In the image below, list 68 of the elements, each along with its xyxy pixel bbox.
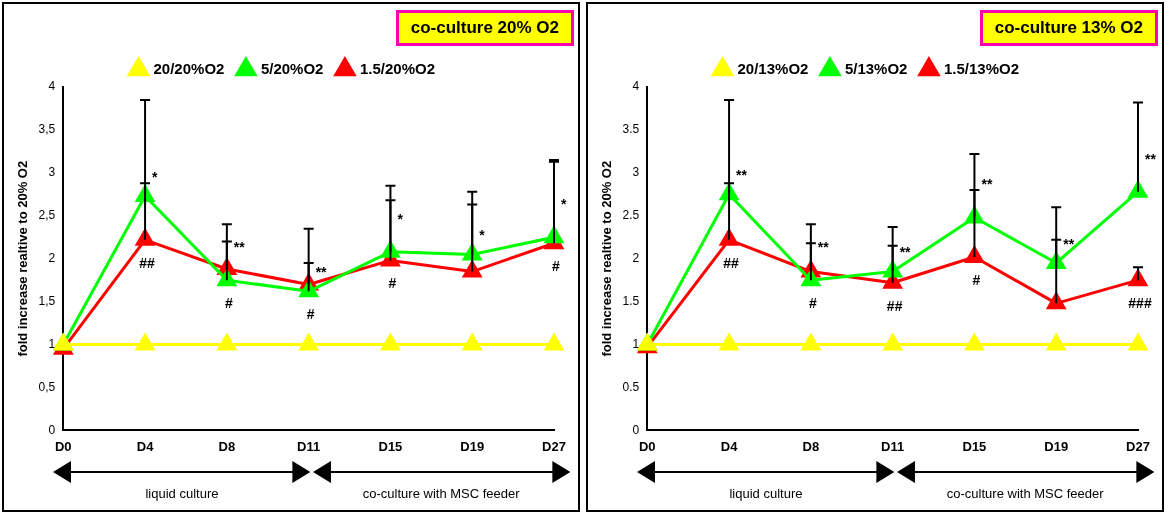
x-tick-label: D8 bbox=[218, 438, 236, 454]
data-label: # bbox=[388, 275, 397, 292]
text: co-culture with MSC feeder bbox=[946, 486, 1104, 501]
y-tick-label: 2.5 bbox=[622, 208, 640, 223]
legend-label: 1.5/20%O2 bbox=[359, 59, 435, 77]
y-axis-title: fold increase realtive to 20% O2 bbox=[599, 160, 615, 357]
x-tick-label: D19 bbox=[1044, 438, 1069, 454]
data-label: ### bbox=[1128, 295, 1152, 312]
legend-label: 20/20%O2 bbox=[153, 59, 225, 77]
data-label: * bbox=[397, 210, 404, 227]
y-tick-label: 3 bbox=[48, 165, 56, 180]
y-tick-label: 0 bbox=[632, 422, 640, 437]
x-tick-label: D19 bbox=[460, 438, 485, 454]
x-tick-label: D11 bbox=[297, 438, 321, 454]
data-label: # bbox=[552, 258, 561, 275]
data-label: # bbox=[808, 295, 817, 312]
x-tick-label: D8 bbox=[802, 438, 820, 454]
y-axis-title: fold increase realtive to 20% O2 bbox=[15, 160, 31, 357]
x-tick-label: D4 bbox=[720, 438, 739, 454]
y-tick-label: 1 bbox=[632, 336, 640, 351]
legend-label: 5/13%O2 bbox=[844, 59, 908, 77]
legend-label: 20/13%O2 bbox=[737, 59, 809, 77]
x-tick-label: D11 bbox=[881, 438, 905, 454]
data-label: # bbox=[972, 271, 981, 288]
y-tick-label: 2 bbox=[48, 251, 56, 266]
y-tick-label: 3.5 bbox=[622, 122, 640, 137]
y-tick-label: 3,5 bbox=[38, 122, 56, 137]
data-label: * bbox=[152, 168, 159, 185]
y-tick-label: 4 bbox=[48, 79, 56, 94]
y-tick-label: 0 bbox=[48, 422, 56, 437]
y-tick-label: 4 bbox=[632, 79, 640, 94]
y-tick-label: 1,5 bbox=[38, 293, 56, 308]
data-label: ** bbox=[817, 239, 830, 256]
data-label: * bbox=[561, 196, 567, 213]
data-label: ** bbox=[233, 239, 246, 256]
data-label: * bbox=[479, 227, 486, 244]
data-label: ** bbox=[736, 167, 748, 184]
y-tick-label: 2,5 bbox=[38, 208, 56, 223]
data-label: ** bbox=[1063, 235, 1075, 252]
x-tick-label: D0 bbox=[54, 438, 72, 454]
x-tick-label: D27 bbox=[1126, 438, 1150, 454]
text: liquid culture bbox=[729, 486, 803, 501]
x-tick-label: D4 bbox=[136, 438, 155, 454]
data-label: # bbox=[306, 306, 315, 323]
x-tick-label: D15 bbox=[962, 438, 987, 454]
legend-label: 1.5/13%O2 bbox=[943, 59, 1019, 77]
data-label: # bbox=[224, 295, 233, 312]
text: co-culture with MSC feeder bbox=[362, 486, 520, 501]
chart-title: co-culture 13% O2 bbox=[979, 10, 1158, 46]
data-label: ## bbox=[139, 254, 156, 271]
chart-title: co-culture 20% O2 bbox=[395, 10, 574, 46]
data-label: ** bbox=[899, 244, 912, 261]
data-label: ** bbox=[1145, 150, 1157, 167]
data-label: ** bbox=[315, 264, 328, 281]
data-label: ## bbox=[723, 254, 740, 271]
text: liquid culture bbox=[145, 486, 219, 501]
x-tick-label: D0 bbox=[638, 438, 656, 454]
y-tick-label: 0.5 bbox=[622, 379, 640, 394]
data-label: ## bbox=[886, 297, 903, 314]
y-tick-label: 0,5 bbox=[38, 379, 56, 394]
y-tick-label: 1.5 bbox=[622, 293, 640, 308]
legend-label: 5/20%O2 bbox=[260, 59, 324, 77]
data-label: ** bbox=[981, 176, 993, 193]
y-tick-label: 1 bbox=[48, 336, 56, 351]
y-tick-label: 2 bbox=[632, 251, 640, 266]
x-tick-label: D15 bbox=[378, 438, 403, 454]
y-tick-label: 3 bbox=[632, 165, 640, 180]
x-tick-label: D27 bbox=[542, 438, 566, 454]
